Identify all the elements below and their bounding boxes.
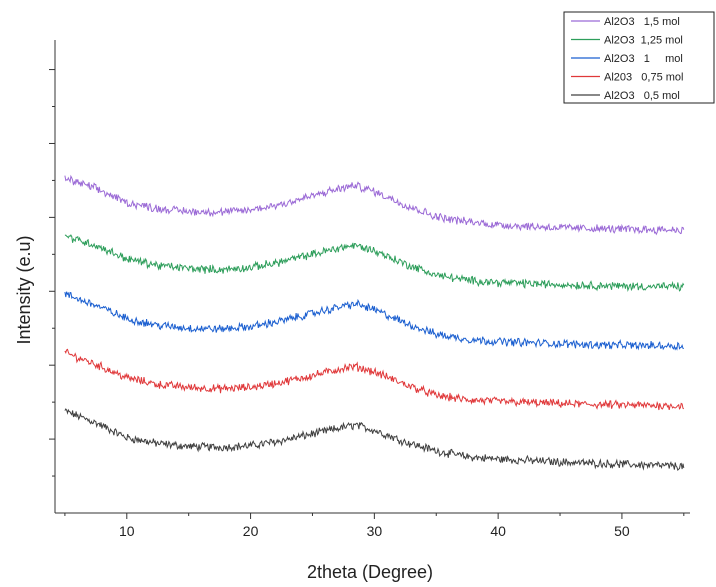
x-tick-label: 20 (243, 523, 259, 539)
series-line-4 (64, 174, 685, 236)
legend-label: Al2O3 1 mol (604, 53, 683, 65)
legend-label: Al203 0,75 mol (604, 72, 684, 84)
series-line-1 (64, 348, 685, 411)
legend-label: Al2O3 1,5 mol (604, 16, 680, 28)
x-tick-label: 30 (367, 523, 383, 539)
legend-label: Al2O3 1,25 mol (604, 35, 683, 47)
x-axis-ticks: 10 20 30 40 50 (64, 513, 685, 539)
series-line-0 (64, 408, 685, 471)
y-axis-ticks (49, 69, 55, 477)
series-line-2 (64, 291, 684, 351)
legend: Al2O3 1,5 mol Al2O3 1,25 mol Al2O3 1 mol Al… (563, 11, 715, 104)
series-lines (64, 174, 685, 471)
x-tick-label: 10 (119, 523, 135, 539)
series-line-3 (64, 234, 685, 293)
y-axis-label: Intensity (e.u) (14, 235, 34, 344)
legend-label: Al2O3 0,5 mol (604, 90, 680, 102)
x-tick-label: 40 (490, 523, 506, 539)
x-tick-label: 50 (614, 523, 630, 539)
x-axis-label: 2theta (Degree) (307, 562, 433, 582)
